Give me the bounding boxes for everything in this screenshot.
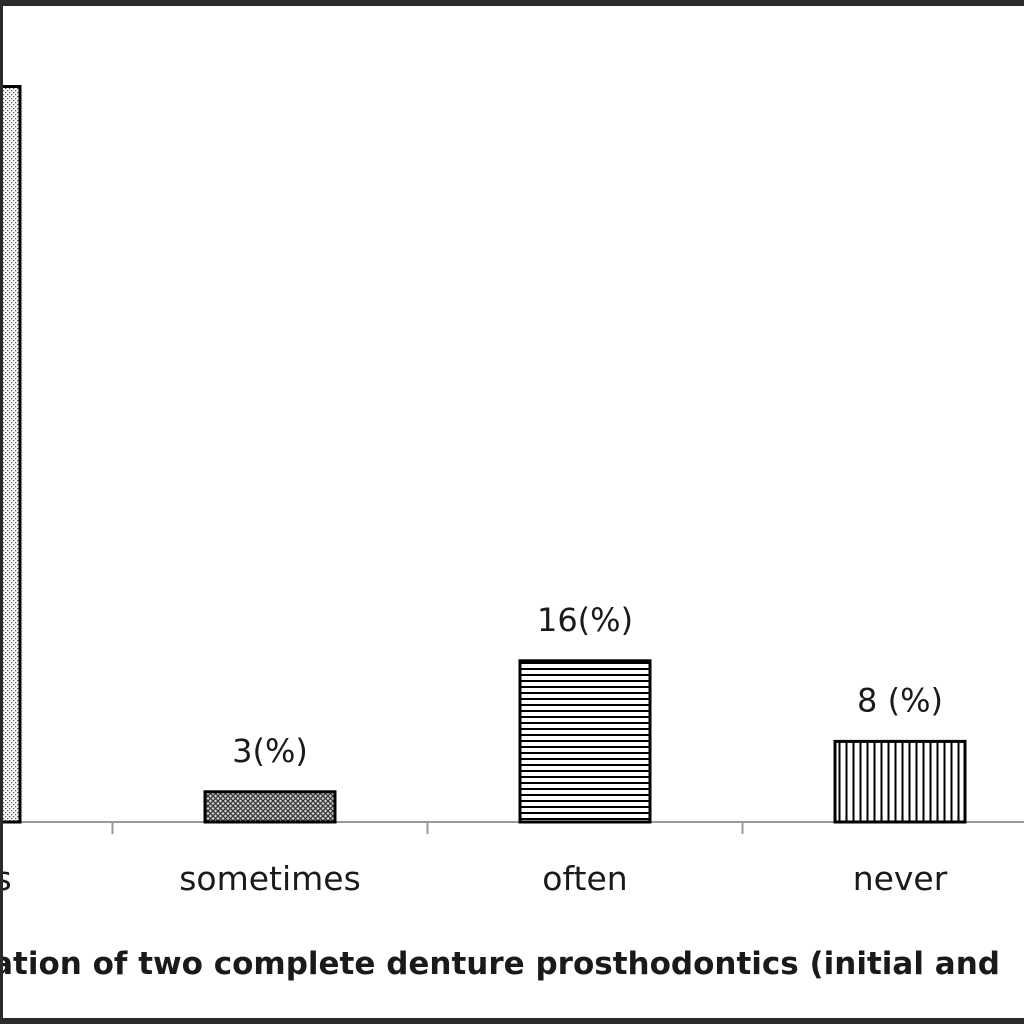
category-label-always: always [3,859,12,898]
data-label-often: 16(%) [537,601,633,639]
category-labels: always sometimes often never [3,859,948,898]
bars [3,85,967,824]
bar-sometimes [203,790,337,824]
bar-chart: 73(%)3(%)16(%)8 (%) alwayssometimesoften… [3,27,1024,982]
category-label-often: often [542,859,627,898]
x-axis-title: Duration of two complete denture prostho… [3,946,1000,982]
bar-never [833,739,967,824]
data-label-never: 8 (%) [857,681,943,719]
bar-always [3,85,22,824]
data-label-sometimes: 3(%) [232,732,308,770]
category-label-never: never [853,859,948,898]
category-label-sometimes: sometimes [179,859,361,898]
x-axis [3,821,1024,834]
bar-often [518,659,652,824]
data-labels: 73(%)3(%)16(%)8 (%) [3,27,943,770]
